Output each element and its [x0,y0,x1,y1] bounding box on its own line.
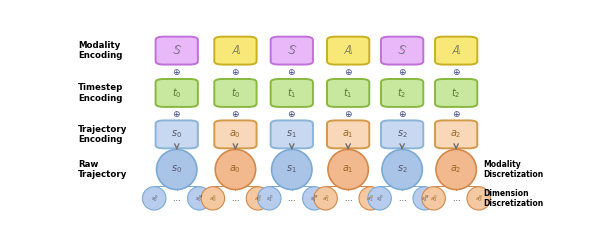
FancyBboxPatch shape [327,37,369,65]
FancyBboxPatch shape [327,121,369,148]
Text: $s_0^M$: $s_0^M$ [195,193,204,204]
FancyBboxPatch shape [381,79,423,107]
Text: $a_0^N$: $a_0^N$ [254,193,262,204]
Text: $s_2^M$: $s_2^M$ [421,193,429,204]
Text: $\oplus$: $\oplus$ [344,67,353,77]
Text: $a_2^0$: $a_2^0$ [430,193,438,204]
Text: $s_2^0$: $s_2^0$ [376,193,383,204]
FancyBboxPatch shape [435,37,478,65]
Text: Modality
Discretization: Modality Discretization [484,160,544,179]
Text: $\oplus$: $\oplus$ [287,109,296,119]
Text: $s_1^0$: $s_1^0$ [265,193,273,204]
FancyBboxPatch shape [215,121,256,148]
Ellipse shape [156,150,197,190]
Text: $s_1^M$: $s_1^M$ [310,193,319,204]
Text: Dimension
Discretization: Dimension Discretization [484,189,544,208]
Ellipse shape [368,187,391,210]
Ellipse shape [246,187,270,210]
Ellipse shape [436,150,476,190]
Text: $a_1$: $a_1$ [342,164,354,176]
Text: $\oplus$: $\oplus$ [172,109,181,119]
Text: $a_2$: $a_2$ [450,128,462,140]
Text: $t_1$: $t_1$ [287,86,296,100]
Text: $a_2$: $a_2$ [450,164,462,176]
Text: Raw
Trajectory: Raw Trajectory [78,160,127,179]
Text: $a_1$: $a_1$ [342,128,354,140]
Ellipse shape [215,150,256,190]
Text: $\oplus$: $\oplus$ [452,109,461,119]
Text: $s_2$: $s_2$ [397,128,407,140]
Text: $t_1$: $t_1$ [344,86,353,100]
FancyBboxPatch shape [271,121,313,148]
Text: $\oplus$: $\oplus$ [452,67,461,77]
Ellipse shape [142,187,166,210]
Text: $\mathbb{A}$: $\mathbb{A}$ [231,44,240,57]
Text: $\oplus$: $\oplus$ [231,109,240,119]
Text: $\mathbb{A}$: $\mathbb{A}$ [451,44,461,57]
Text: $a_2^N$: $a_2^N$ [474,193,483,204]
Text: $a_0$: $a_0$ [230,164,241,176]
Text: $s_0^0$: $s_0^0$ [150,193,158,204]
FancyBboxPatch shape [271,37,313,65]
Text: $s_1$: $s_1$ [287,164,297,176]
Text: $a_0^0$: $a_0^0$ [209,193,217,204]
Text: $\oplus$: $\oplus$ [398,67,407,77]
FancyBboxPatch shape [156,79,198,107]
FancyBboxPatch shape [435,79,478,107]
Text: $\mathbb{A}$: $\mathbb{A}$ [344,44,353,57]
FancyBboxPatch shape [381,37,423,65]
Text: $\mathbb{S}$: $\mathbb{S}$ [171,44,182,57]
Ellipse shape [467,187,490,210]
Ellipse shape [187,187,211,210]
Text: $\oplus$: $\oplus$ [287,67,296,77]
Text: $t_0$: $t_0$ [230,86,241,100]
Ellipse shape [258,187,281,210]
FancyBboxPatch shape [381,121,423,148]
Text: $a_1^N$: $a_1^N$ [367,193,375,204]
Ellipse shape [413,187,436,210]
Text: $\mathbb{S}$: $\mathbb{S}$ [287,44,297,57]
Ellipse shape [382,150,422,190]
Text: $t_2$: $t_2$ [398,86,407,100]
Text: $s_2$: $s_2$ [397,164,407,176]
FancyBboxPatch shape [215,37,256,65]
Text: $\mathbb{S}$: $\mathbb{S}$ [397,44,407,57]
Text: Trajectory
Encoding: Trajectory Encoding [78,125,127,144]
Text: $\oplus$: $\oplus$ [172,67,181,77]
Text: $\cdots$: $\cdots$ [344,194,353,203]
Text: $\oplus$: $\oplus$ [398,109,407,119]
Ellipse shape [302,187,326,210]
Text: $a_0$: $a_0$ [230,128,241,140]
Text: $\cdots$: $\cdots$ [398,194,407,203]
Text: $\cdots$: $\cdots$ [231,194,240,203]
Text: $s_0$: $s_0$ [171,164,182,176]
Text: $\cdots$: $\cdots$ [452,194,461,203]
Text: $a_1^0$: $a_1^0$ [322,193,330,204]
FancyBboxPatch shape [327,79,369,107]
Text: $s_0$: $s_0$ [171,128,182,140]
FancyBboxPatch shape [215,79,256,107]
FancyBboxPatch shape [156,121,198,148]
Text: $\oplus$: $\oplus$ [231,67,240,77]
Ellipse shape [271,150,312,190]
Ellipse shape [201,187,225,210]
Text: $\cdots$: $\cdots$ [172,194,181,203]
Ellipse shape [328,150,368,190]
Ellipse shape [422,187,445,210]
FancyBboxPatch shape [435,121,478,148]
Ellipse shape [359,187,382,210]
FancyBboxPatch shape [271,79,313,107]
Text: $t_2$: $t_2$ [451,86,461,100]
Text: $\oplus$: $\oplus$ [344,109,353,119]
Text: Timestep
Encoding: Timestep Encoding [78,83,124,103]
Text: $t_0$: $t_0$ [172,86,182,100]
Text: $s_1$: $s_1$ [287,128,297,140]
Text: Modality
Encoding: Modality Encoding [78,41,122,60]
Text: $\cdots$: $\cdots$ [287,194,296,203]
Ellipse shape [314,187,338,210]
FancyBboxPatch shape [156,37,198,65]
